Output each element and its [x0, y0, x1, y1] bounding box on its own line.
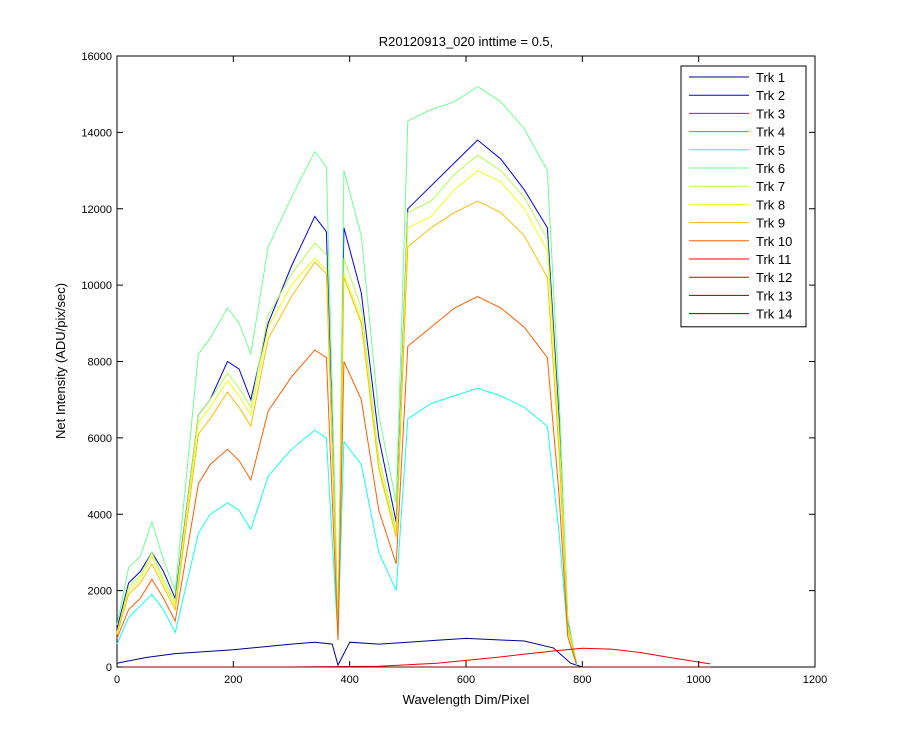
- legend-label-11: Trk 11: [756, 252, 791, 267]
- series-line-5: [116, 387, 577, 666]
- y-tick-label: 2000: [88, 586, 112, 598]
- legend-label-12: Trk 12: [756, 270, 792, 285]
- y-tick-label: 6000: [88, 433, 112, 445]
- y-tick-label: 10000: [81, 280, 112, 292]
- legend-label-14: Trk 14: [756, 307, 792, 322]
- y-tick-label: 4000: [88, 509, 112, 521]
- legend-label-9: Trk 9: [756, 216, 785, 231]
- x-tick-label: 1200: [803, 674, 827, 686]
- legend-label-13: Trk 13: [756, 288, 792, 303]
- x-tick-label: 0: [114, 674, 120, 686]
- legend: Trk 1 Trk 2 Trk 3 Trk 4 Trk 5 Trk 6 Trk 7 Trk 8…: [680, 65, 807, 328]
- legend-label-4: Trk 4: [756, 125, 785, 140]
- y-tick-label: 12000: [81, 204, 112, 216]
- x-tick-label: 800: [573, 674, 591, 686]
- series-line-6: [116, 86, 577, 664]
- x-tick-label: 200: [224, 674, 242, 686]
- y-tick-label: 14000: [81, 127, 112, 139]
- series-line-10: [116, 296, 577, 665]
- legend-label-5: Trk 5: [756, 143, 785, 158]
- legend-label-6: Trk 6: [756, 161, 785, 176]
- x-tick-label: 400: [340, 674, 358, 686]
- series-line-9: [116, 200, 577, 664]
- x-axis-label: Wavelength Dim/Pixel: [403, 692, 530, 707]
- y-tick-label: 0: [106, 662, 112, 674]
- series-line-1: [116, 637, 583, 668]
- legend-label-1: Trk 1: [756, 70, 785, 85]
- legend-label-10: Trk 10: [756, 234, 792, 249]
- legend-label-2: Trk 2: [756, 88, 785, 103]
- legend-label-7: Trk 7: [756, 179, 785, 194]
- legend-label-8: Trk 8: [756, 197, 785, 212]
- y-tick-label: 16000: [81, 51, 112, 63]
- x-tick-label: 600: [457, 674, 475, 686]
- x-axis-ticks: 0 200 400 600 800 1000 1200: [114, 56, 827, 686]
- y-axis-label: Net Intensity (ADU/pix/sec): [53, 283, 68, 439]
- y-tick-label: 8000: [88, 357, 112, 369]
- y-axis-ticks: 0 2000 4000 6000 8000 10000 12000 14000 16000: [81, 51, 815, 674]
- chart-title: R20120913_020 inttime = 0.5,: [379, 34, 554, 49]
- legend-box: [680, 65, 807, 328]
- legend-label-3: Trk 3: [756, 106, 785, 121]
- x-tick-label: 1000: [686, 674, 710, 686]
